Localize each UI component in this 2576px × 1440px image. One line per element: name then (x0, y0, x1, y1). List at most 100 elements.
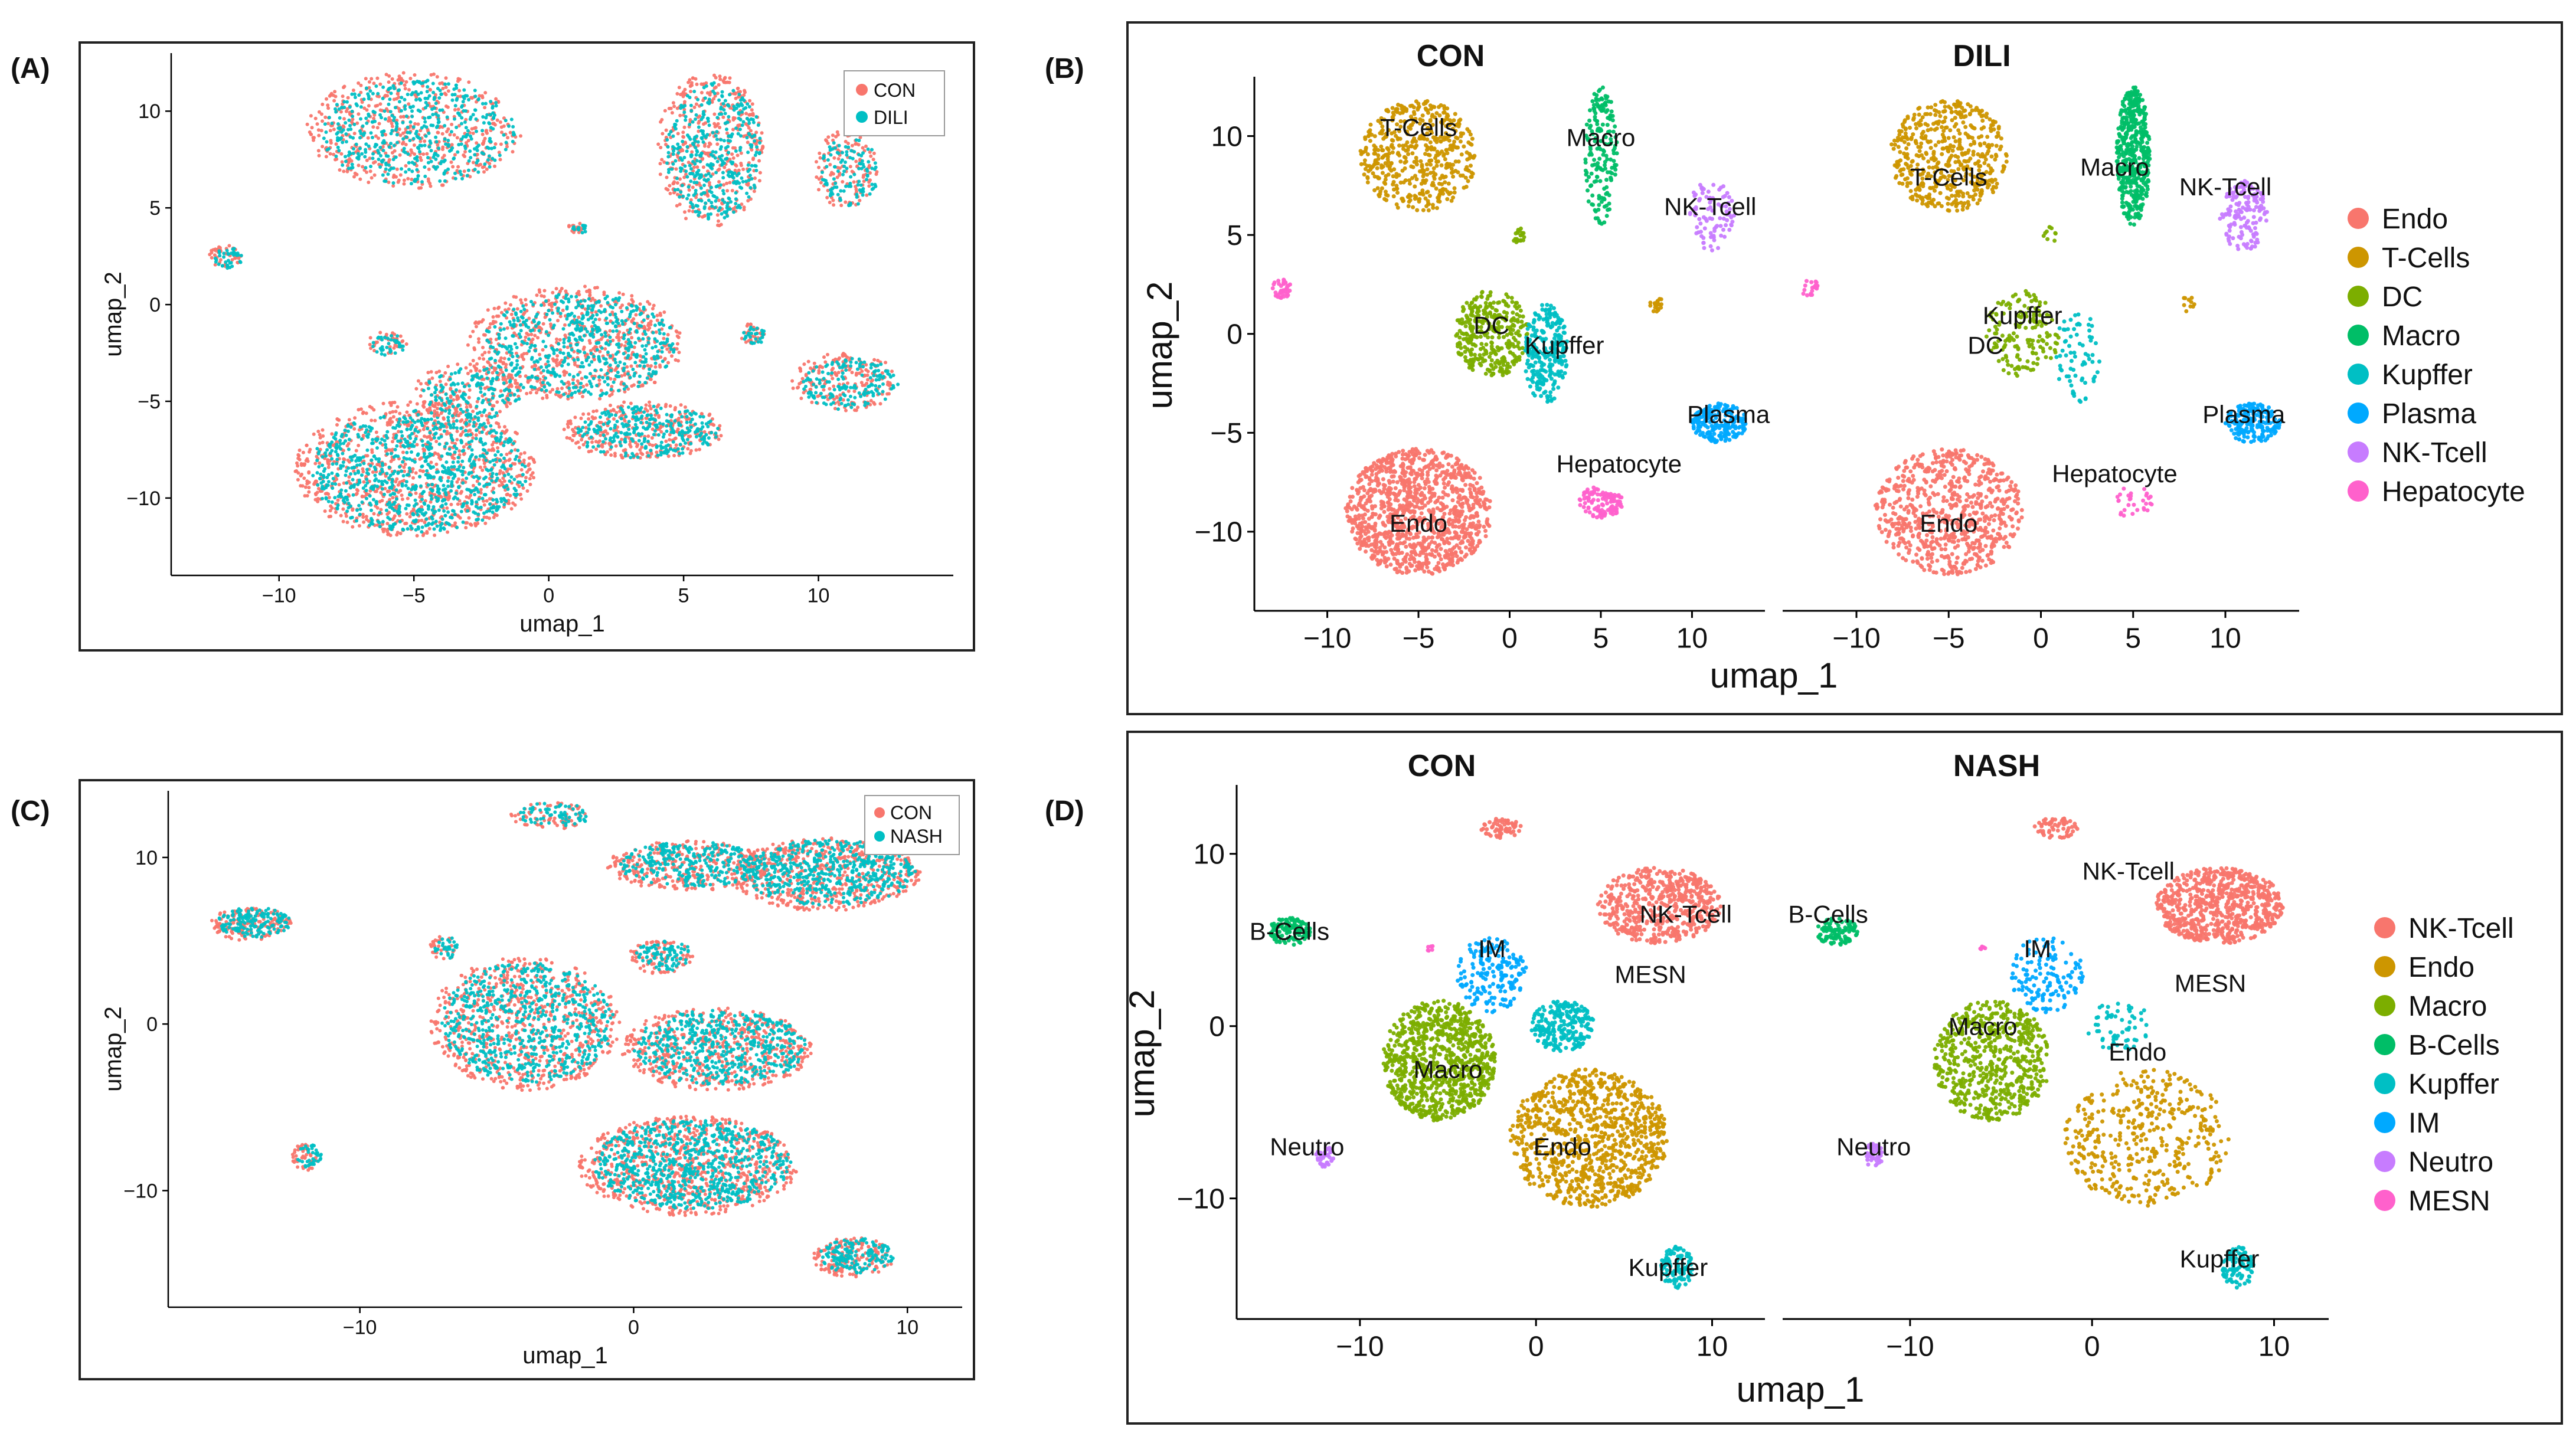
panel-d-con-points (1508, 1067, 1669, 1209)
panel-a-frame (79, 41, 975, 652)
panel-d-legend-key (2374, 995, 2395, 1016)
panel-b-cluster-label: Plasma (1687, 401, 1770, 428)
panel-d-cluster-label: NK-Tcell (2083, 858, 2175, 885)
panel-d-nash-x-tick-label: 0 (2084, 1331, 2100, 1362)
panel-b-con-y-tick-label: 10 (1211, 121, 1243, 152)
panel-b-con-x-tick-label: −10 (1303, 623, 1351, 654)
panel-b-legend-key (2348, 402, 2369, 424)
panel-d-cluster-label: Macro (1949, 1012, 2018, 1040)
panel-c-points-nash (217, 906, 291, 939)
panel-b-legend-label: Endo (2382, 204, 2448, 235)
panel-d-con-points (1314, 1146, 1336, 1169)
panel-d-cluster-label: MESN (2175, 969, 2246, 997)
panel-a-legend: CON DILI (844, 70, 945, 136)
panel-d-nash-points (2221, 1245, 2255, 1290)
panel-d-con-y-tick-label: 10 (1194, 839, 1225, 870)
panel-a-points-dili (213, 247, 243, 270)
panel-c-points-nash (519, 801, 588, 827)
panel-b-con-y-tick-label: 0 (1227, 319, 1243, 351)
panel-b-legend-label: Plasma (2382, 398, 2476, 430)
panel-b-con-points (1688, 182, 1736, 253)
panel-d-nash-points (2009, 936, 2085, 1014)
panel-b-cluster-label: Hepatocyte (2052, 460, 2177, 487)
panel-b-cluster-label: Endo (1390, 509, 1447, 537)
panel-d-legend-key (2374, 956, 2395, 977)
panel-b-legend-key (2348, 441, 2369, 463)
panel-d-cluster-label: Endo (2108, 1038, 2166, 1066)
panel-b-con-x-tick-label: 0 (1502, 623, 1518, 654)
panel-a-points-dili (421, 366, 521, 420)
panel-d-cluster-label: Macro (1414, 1055, 1483, 1083)
panel-c-x-axis-title: umap_1 (522, 1343, 608, 1369)
panel-b-con-points (1512, 226, 1526, 244)
panel-b-legend-label: NK-Tcell (2382, 437, 2487, 469)
panel-d-con-points (1596, 866, 1723, 945)
panel-b-con-x-tick-label: −5 (1403, 623, 1435, 654)
panel-c-legend-box (864, 795, 960, 855)
points-layer (208, 71, 2285, 1290)
panel-d-con-x-tick-label: 10 (1696, 1331, 1728, 1362)
panel-b-cluster-label: Plasma (2202, 401, 2286, 428)
text-layer: −10 −5 0 5 10−10−50510umap_1umap_2CONDILI−10… (100, 39, 2525, 1409)
panel-c-points-nash (296, 1143, 323, 1169)
panel-b-cluster-label: NK-Tcell (2179, 173, 2271, 201)
panel-b-cluster-label: Macro (2080, 153, 2149, 181)
panel-d-con-points (1269, 916, 1312, 947)
panel-c-points-nash (819, 1237, 895, 1275)
panel-b-con-points (1523, 303, 1570, 404)
panel-b-dili-points (2182, 296, 2196, 313)
panel-c-points-nash (433, 936, 459, 960)
panel-b-dili-x-tick-label: −10 (1832, 623, 1880, 654)
panel-b-con-points (1583, 85, 1619, 226)
panel-c-legend-label: NASH (890, 826, 943, 847)
panel-a-x-tick-label: −10 (262, 585, 296, 607)
panel-b-dili-x-tick-label: 5 (2125, 623, 2141, 654)
panel-d-cluster-label: IM (2023, 935, 2051, 963)
panel-a-legend-box (844, 70, 945, 136)
panel-b-dili-points (2054, 312, 2101, 404)
panel-c-points-nash (619, 841, 767, 888)
panel-b-dili-points (2041, 225, 2058, 243)
panel-label-c: (C) (11, 796, 50, 827)
panel-a-points-dili (820, 138, 878, 208)
panel-d-nash-points (1933, 1000, 2049, 1122)
panel-d-legend-key (2374, 1112, 2395, 1133)
panel-d-nash-points (2086, 1002, 2149, 1052)
panel-b-legend-key (2348, 247, 2369, 268)
panel-b-legend-label: T-Cells (2382, 243, 2470, 274)
panel-d-con-points (1659, 1245, 1695, 1290)
panel-c-legend-key (874, 831, 885, 842)
panel-c-x-tick-label: 10 (896, 1317, 918, 1339)
panel-label-d: (D) (1045, 796, 1084, 827)
panel-a-y-axis-title: umap_2 (100, 271, 126, 357)
panel-b-con-y-tick-label: −10 (1195, 517, 1243, 548)
panel-d-legend-key (2374, 1151, 2395, 1172)
panel-a-points-dili (371, 334, 405, 357)
panel-a-x-tick-label: 10 (808, 585, 830, 607)
panel-c-legend-key (874, 807, 885, 818)
panel-d-legend: NK-Tcell Endo Macro B-Cells Kupffer IM Neutro M… (2374, 913, 2514, 1217)
panel-c-y-axis-title: umap_2 (100, 1006, 126, 1092)
panel-d-frame (1126, 731, 2563, 1425)
panel-label-a: (A) (11, 53, 50, 84)
panel-d-con-points (1529, 999, 1596, 1053)
panel-b-dili-x-tick-label: −5 (1933, 623, 1965, 654)
panel-c-y-tick-label: 0 (146, 1013, 158, 1036)
panel-a-x-tick-label: 0 (543, 585, 554, 607)
panel-b-dili-points (1873, 447, 2024, 577)
panel-b-con-y-tick-label: −5 (1210, 418, 1243, 449)
panel-b-cluster-label: DC (1473, 312, 1509, 339)
panel-b-legend: Endo T-Cells DC Macro Kupffer Plasma NK-Tcell H… (2348, 204, 2525, 508)
panel-d-nash-x-tick-label: 10 (2258, 1331, 2290, 1362)
panel-d-nash-x-tick-label: −10 (1886, 1331, 1934, 1362)
panel-b-con-points (1648, 297, 1663, 314)
panel-b-con-points (1690, 401, 1748, 444)
panel-c-points-nash (632, 1009, 807, 1086)
panel-d-cluster-label: IM (1478, 935, 1506, 963)
panel-d-nash-points (1816, 917, 1859, 947)
panel-b-frame (1126, 21, 2563, 715)
panel-b-dili-points (1801, 279, 1820, 297)
panel-d-nash-points (1865, 1141, 1884, 1168)
panel-d-x-axis-title: umap_1 (1737, 1370, 1865, 1409)
panel-a-legend-key (856, 111, 868, 123)
